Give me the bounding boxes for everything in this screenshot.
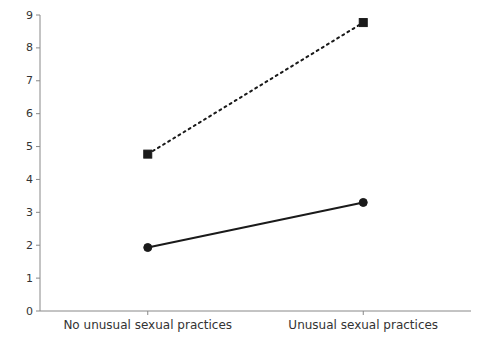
y-tick-label: 1 — [26, 272, 33, 285]
x-tick — [147, 311, 148, 315]
series-line — [148, 23, 364, 155]
series — [144, 198, 368, 251]
y-tick-label: 5 — [26, 140, 33, 153]
x-tick-label: Unusual sexual practices — [288, 318, 438, 332]
y-axis-line — [40, 15, 41, 311]
series — [144, 19, 368, 159]
y-tick — [36, 113, 40, 114]
y-tick — [36, 15, 40, 16]
y-tick-label: 6 — [26, 107, 33, 120]
series-line — [148, 202, 364, 247]
y-tick-label: 0 — [26, 305, 33, 318]
y-tick-label: 3 — [26, 206, 33, 219]
y-tick-label: 4 — [26, 173, 33, 186]
series-marker — [144, 244, 152, 252]
x-axis-line — [40, 311, 471, 312]
series-marker — [144, 150, 152, 158]
y-tick — [36, 245, 40, 246]
series-marker — [359, 19, 367, 27]
y-tick-label: 7 — [26, 74, 33, 87]
y-tick — [36, 311, 40, 312]
y-tick-label: 9 — [26, 9, 33, 22]
series-marker — [359, 198, 367, 206]
y-tick — [36, 212, 40, 213]
y-tick — [36, 47, 40, 48]
y-tick — [36, 146, 40, 147]
x-tick — [363, 311, 364, 315]
y-tick-label: 8 — [26, 41, 33, 54]
chart-container: 0 1 2 3 4 5 6 7 8 9 No unusual sexual practices Unu… — [0, 0, 486, 351]
y-tick-label: 2 — [26, 239, 33, 252]
x-tick-label: No unusual sexual practices — [63, 318, 232, 332]
chart: 0 1 2 3 4 5 6 7 8 9 No unusual sexual practices Unu… — [0, 0, 486, 351]
plot-area — [144, 19, 368, 252]
y-tick — [36, 179, 40, 180]
axes: 0 1 2 3 4 5 6 7 8 9 No unusual sexual practices Unu… — [26, 9, 471, 333]
y-tick — [36, 80, 40, 81]
y-tick — [36, 278, 40, 279]
